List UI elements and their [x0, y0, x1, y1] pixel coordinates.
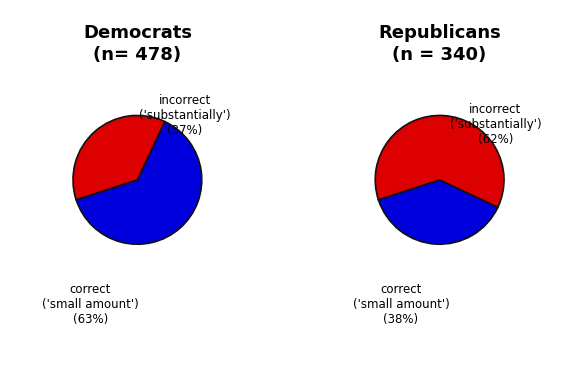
- Title: Republicans
(n = 340): Republicans (n = 340): [379, 24, 501, 64]
- Text: correct
('small amount')
(63%): correct ('small amount') (63%): [42, 283, 138, 326]
- Wedge shape: [375, 115, 504, 207]
- Wedge shape: [76, 122, 202, 244]
- Text: incorrect
('substantially')
(37%): incorrect ('substantially') (37%): [139, 94, 230, 137]
- Text: incorrect
('substantially')
(62%): incorrect ('substantially') (62%): [449, 102, 541, 146]
- Text: correct
('small amount')
(38%): correct ('small amount') (38%): [353, 283, 449, 326]
- Wedge shape: [379, 180, 498, 244]
- Wedge shape: [73, 115, 165, 200]
- Title: Democrats
(n= 478): Democrats (n= 478): [83, 24, 192, 64]
